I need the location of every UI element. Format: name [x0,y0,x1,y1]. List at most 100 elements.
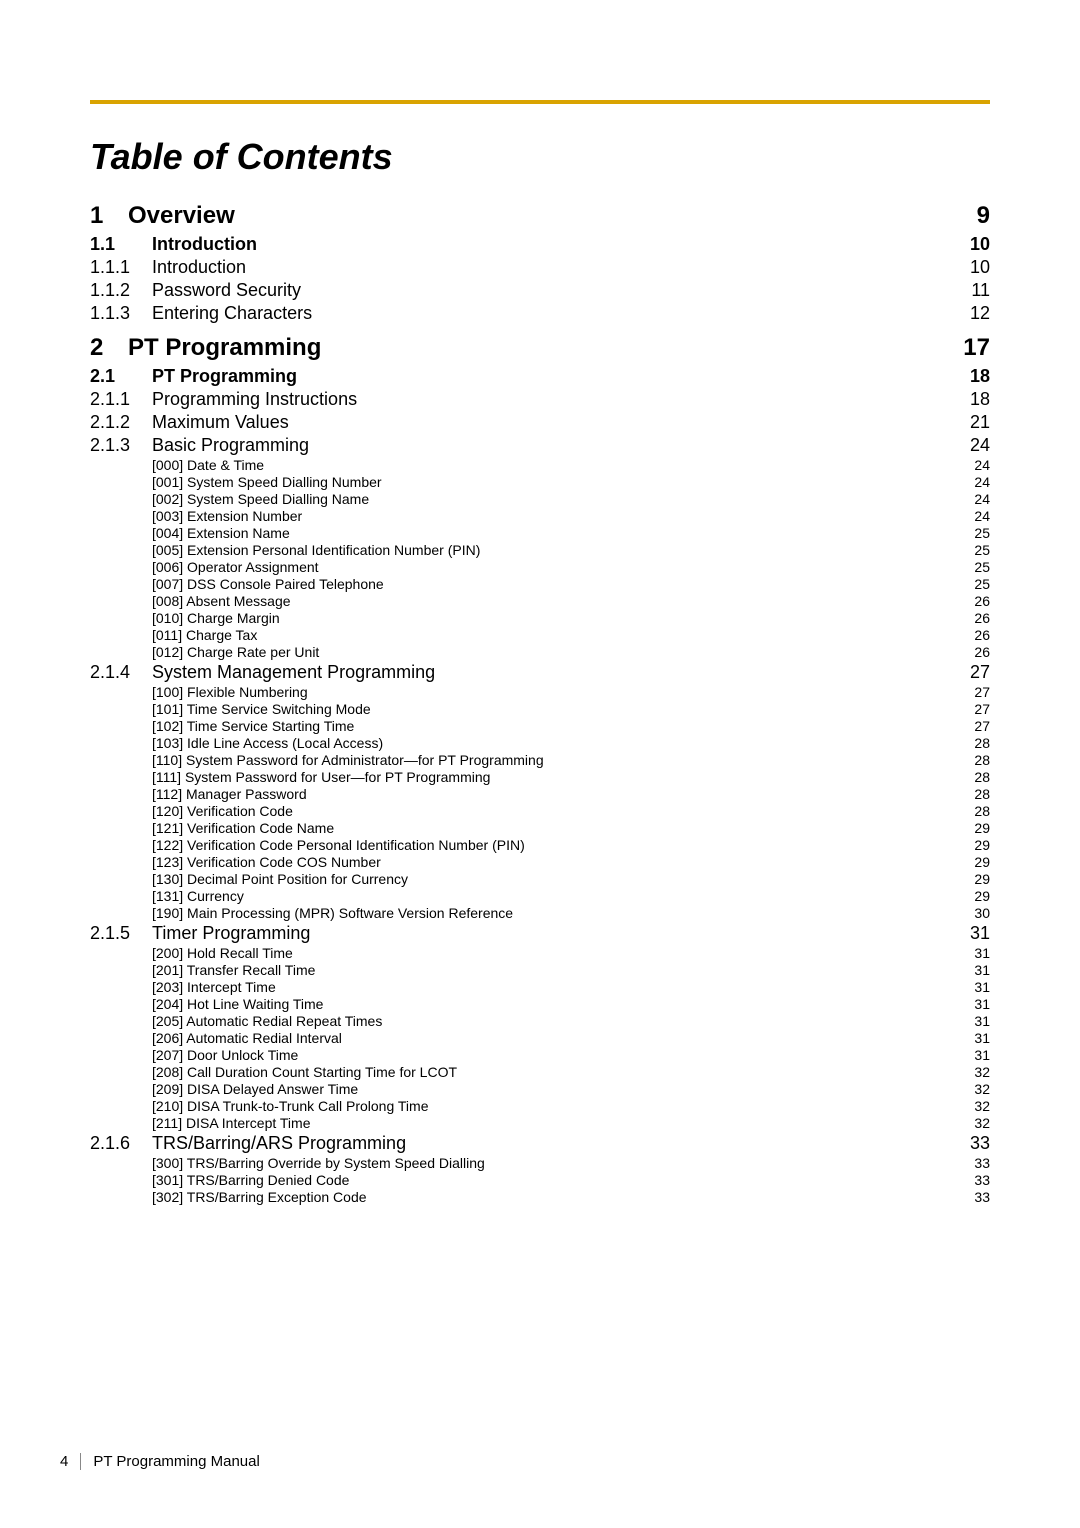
toc-entry-label: [111] System Password for User—for PT Pr… [152,769,490,785]
toc-entry-label: TRS/Barring/ARS Programming [152,1133,406,1154]
toc-entry-page: 10 [968,234,990,255]
toc-entry-label: [012] Charge Rate per Unit [152,644,319,660]
toc-entry-page: 26 [972,593,990,609]
footer-page-number: 4 [60,1453,81,1470]
toc-entry-label: PT Programming [152,366,297,387]
toc-entry-label: [006] Operator Assignment [152,559,319,575]
toc-entry: [011] Charge Tax 26 [90,627,990,643]
toc-entry: 1.1.3Entering Characters 12 [90,303,990,324]
toc-entry-label: Introduction [152,257,246,278]
toc-entry-page: 31 [972,962,990,978]
toc-entry: 1.1Introduction 10 [90,234,990,255]
table-of-contents: 1Overview9 1.1Introduction 101.1.1Introdu… [90,202,990,1205]
toc-entry-number: 2.1.6 [90,1133,152,1154]
toc-entry-page: 27 [972,684,990,700]
toc-entry-number: 2.1.3 [90,435,152,456]
toc-entry-label: [122] Verification Code Personal Identif… [152,837,525,853]
toc-entry: [123] Verification Code COS Number29 [90,854,990,870]
toc-entry-number: 2.1.5 [90,923,152,944]
toc-entry: 1.1.2Password Security11 [90,280,990,301]
toc-entry-label: [208] Call Duration Count Starting Time … [152,1064,457,1080]
toc-entry-page: 27 [972,701,990,717]
toc-entry: [102] Time Service Starting Time 27 [90,718,990,734]
toc-entry-page: 25 [972,542,990,558]
toc-entry-page: 25 [972,559,990,575]
toc-entry: [190] Main Processing (MPR) Software Ver… [90,905,990,921]
toc-entry-label: [131] Currency [152,888,244,904]
toc-entry-page: 26 [972,610,990,626]
footer: 4 PT Programming Manual [60,1453,260,1470]
toc-entry-label: [123] Verification Code COS Number [152,854,381,870]
toc-entry-page: 30 [972,905,990,921]
toc-entry-label: [205] Automatic Redial Repeat Times [152,1013,382,1029]
toc-entry: [001] System Speed Dialling Number24 [90,474,990,490]
toc-entry: [002] System Speed Dialling Name24 [90,491,990,507]
toc-entry: [003] Extension Number 24 [90,508,990,524]
toc-entry-number: 2.1 [90,366,152,387]
toc-entry-label: [130] Decimal Point Position for Currenc… [152,871,408,887]
toc-entry: [300] TRS/Barring Override by System Spe… [90,1155,990,1171]
toc-entry-page: 31 [972,1047,990,1063]
toc-entry: [110] System Password for Administrator—… [90,752,990,768]
header-rule [90,100,990,104]
toc-entry-page: 21 [968,412,990,433]
toc-entry-page: 32 [972,1064,990,1080]
toc-entry: [209] DISA Delayed Answer Time 32 [90,1081,990,1097]
toc-entry-number: 2.1.4 [90,662,152,683]
toc-entry-label: Password Security [152,280,301,301]
toc-entry: [100] Flexible Numbering 27 [90,684,990,700]
toc-entry-label: [004] Extension Name [152,525,290,541]
toc-entry-page: 33 [972,1172,990,1188]
toc-entry-label: [207] Door Unlock Time [152,1047,298,1063]
toc-entry-label: Entering Characters [152,303,312,324]
toc-entry-page: 24 [972,508,990,524]
toc-entry: 2.1.5Timer Programming 31 [90,923,990,944]
toc-entry-number: 1.1.2 [90,280,152,301]
toc-entry-label: [204] Hot Line Waiting Time [152,996,323,1012]
toc-entry-label: [003] Extension Number [152,508,302,524]
toc-entry: [103] Idle Line Access (Local Access)28 [90,735,990,751]
toc-entry-number: 2.1.1 [90,389,152,410]
toc-entry: 1Overview9 [90,202,990,230]
toc-entry: [007] DSS Console Paired Telephone 25 [90,576,990,592]
toc-entry-page: 33 [968,1133,990,1154]
toc-entry-page: 25 [972,576,990,592]
toc-entry-label: [211] DISA Intercept Time [152,1115,310,1131]
toc-entry-number: 1.1 [90,234,152,255]
toc-entry-label: [100] Flexible Numbering [152,684,308,700]
toc-entry-label: Maximum Values [152,412,289,433]
toc-entry-page: 24 [972,474,990,490]
toc-entry-label: [302] TRS/Barring Exception Code [152,1189,367,1205]
toc-entry-label: Basic Programming [152,435,309,456]
toc-entry-page: 32 [972,1081,990,1097]
toc-entry-page: 24 [972,457,990,473]
toc-entry-label: [301] TRS/Barring Denied Code [152,1172,349,1188]
toc-entry: [201] Transfer Recall Time31 [90,962,990,978]
toc-entry: [210] DISA Trunk-to-Trunk Call Prolong T… [90,1098,990,1114]
toc-entry-page: 31 [972,945,990,961]
footer-doc-title: PT Programming Manual [93,1453,259,1470]
toc-entry: 2PT Programming17 [90,334,990,362]
toc-entry-label: [103] Idle Line Access (Local Access) [152,735,383,751]
toc-entry-page: 29 [972,888,990,904]
toc-entry: [121] Verification Code Name29 [90,820,990,836]
toc-entry-page: 25 [972,525,990,541]
toc-entry: [130] Decimal Point Position for Currenc… [90,871,990,887]
toc-entry-page: 31 [972,1013,990,1029]
toc-entry-page: 33 [972,1189,990,1205]
toc-entry: [302] TRS/Barring Exception Code 33 [90,1189,990,1205]
toc-entry-label: [200] Hold Recall Time [152,945,293,961]
toc-entry: 1.1.1Introduction 10 [90,257,990,278]
toc-entry: [012] Charge Rate per Unit26 [90,644,990,660]
toc-entry-page: 28 [972,803,990,819]
toc-entry: [301] TRS/Barring Denied Code 33 [90,1172,990,1188]
toc-entry-label: [102] Time Service Starting Time [152,718,354,734]
toc-entry-label: Programming Instructions [152,389,357,410]
toc-entry: [205] Automatic Redial Repeat Times 31 [90,1013,990,1029]
toc-entry-number: 1.1.1 [90,257,152,278]
toc-entry-page: 12 [968,303,990,324]
toc-entry: [008] Absent Message26 [90,593,990,609]
toc-entry: [004] Extension Name 25 [90,525,990,541]
toc-entry: [207] Door Unlock Time 31 [90,1047,990,1063]
toc-entry-page: 24 [972,491,990,507]
